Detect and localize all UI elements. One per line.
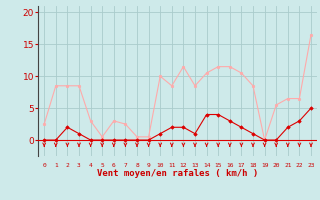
X-axis label: Vent moyen/en rafales ( km/h ): Vent moyen/en rafales ( km/h )	[97, 169, 258, 178]
